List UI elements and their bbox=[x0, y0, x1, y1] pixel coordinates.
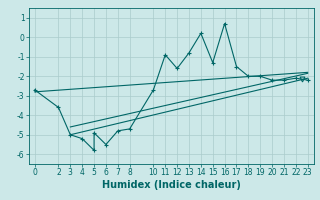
X-axis label: Humidex (Indice chaleur): Humidex (Indice chaleur) bbox=[102, 180, 241, 190]
